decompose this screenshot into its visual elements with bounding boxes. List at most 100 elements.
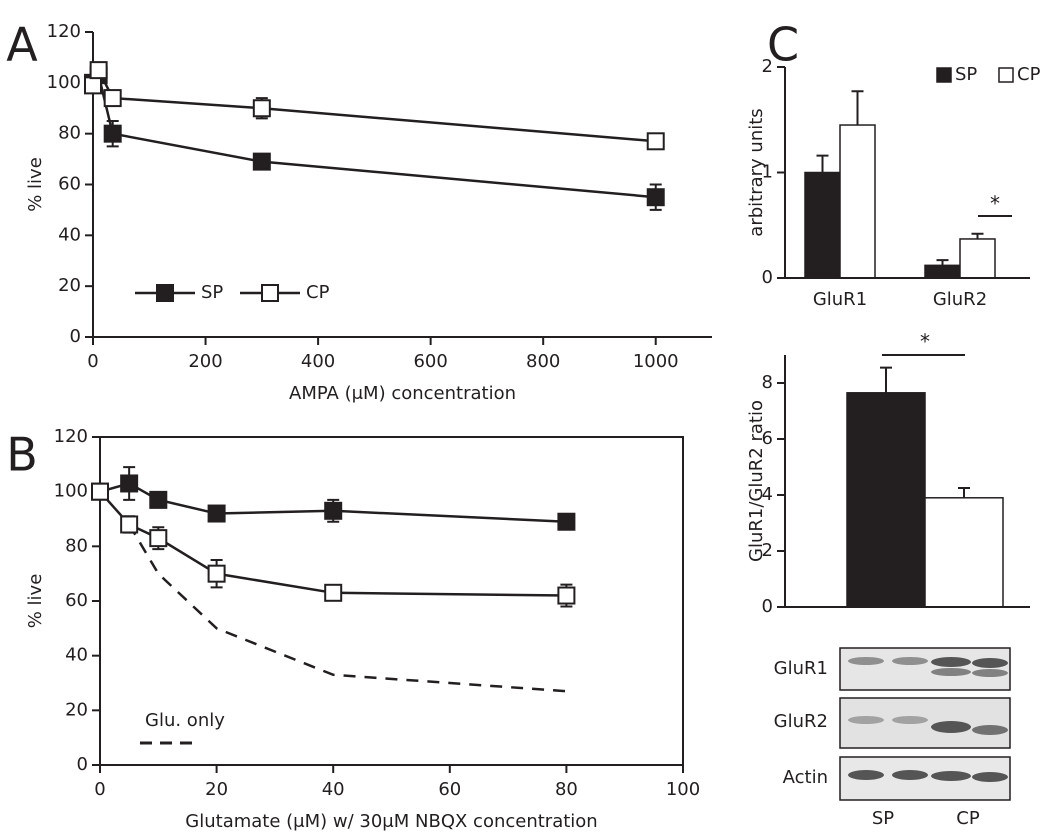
y-tick-label: 40 — [58, 224, 81, 245]
blot-row-label: GluR2 — [774, 711, 828, 732]
panel-letter: B — [6, 428, 38, 482]
y-tick-label: 1 — [762, 162, 773, 183]
y-tick-label: 20 — [58, 275, 81, 296]
x-axis-label: AMPA (μM) concentration — [289, 383, 516, 404]
legend-marker — [936, 67, 952, 83]
marker — [103, 89, 122, 108]
y-axis-label: GluR1/GluR2 ratio — [746, 400, 767, 562]
y-tick-label: 8 — [762, 372, 773, 393]
panel-letter: A — [6, 18, 38, 72]
y-tick-label: 80 — [65, 535, 88, 556]
marker — [120, 515, 139, 534]
x-tick-label: 60 — [438, 779, 461, 800]
marker — [324, 501, 343, 520]
panel-letter: C — [767, 18, 799, 72]
legend-label: CP — [306, 282, 330, 303]
error-bar — [958, 487, 970, 498]
axes — [92, 32, 712, 338]
axes — [784, 67, 1030, 279]
marker — [149, 529, 168, 548]
legend-label: CP — [1017, 64, 1041, 85]
y-tick-label: 100 — [47, 72, 81, 93]
x-tick-label: 80 — [555, 779, 578, 800]
legend-label: SP — [201, 282, 223, 303]
y-tick-label: 120 — [47, 21, 81, 42]
marker — [557, 586, 576, 605]
y-tick-label: 100 — [54, 481, 88, 502]
bar — [804, 171, 841, 279]
blot-lane-label: CP — [956, 808, 980, 829]
bar — [846, 392, 926, 608]
axes — [784, 355, 1030, 608]
legend-marker — [998, 67, 1014, 83]
series-line — [91, 72, 656, 199]
blot-lane-label: SP — [872, 808, 894, 829]
marker — [149, 490, 168, 509]
x-tick-label: 200 — [188, 351, 222, 372]
marker — [557, 512, 576, 531]
x-tick-label: GluR2 — [933, 289, 987, 310]
y-tick-label: 80 — [58, 123, 81, 144]
blot-row — [839, 697, 1011, 749]
error-bar — [936, 259, 949, 266]
y-tick-label: 0 — [77, 754, 88, 775]
x-tick-label: GluR1 — [813, 289, 867, 310]
error-bar — [880, 366, 892, 393]
x-tick-label: 0 — [87, 351, 98, 372]
marker — [84, 76, 102, 95]
y-tick-label: 0 — [762, 596, 773, 617]
annotation: * — [990, 192, 1000, 216]
marker — [89, 61, 108, 80]
error-bar — [816, 154, 829, 173]
y-tick-label: 2 — [762, 540, 773, 561]
bar — [924, 264, 961, 279]
x-tick-label: 0 — [94, 779, 105, 800]
y-tick-label: 0 — [762, 267, 773, 288]
marker — [120, 474, 139, 493]
x-tick-label: 800 — [526, 351, 560, 372]
marker — [252, 152, 271, 171]
x-axis-label: Glutamate (μM) w/ 30μM NBQX concentratio… — [185, 811, 597, 832]
y-tick-label: 2 — [762, 56, 773, 77]
y-axis-label: % live — [25, 157, 46, 212]
y-axis-label: % live — [25, 574, 46, 629]
error-bar — [971, 232, 984, 239]
y-tick-label: 20 — [65, 699, 88, 720]
marker — [207, 504, 226, 523]
marker — [252, 99, 271, 118]
y-tick-label: 120 — [54, 426, 88, 447]
marker — [103, 124, 122, 143]
bar — [924, 497, 1004, 608]
x-tick-label: 40 — [322, 779, 345, 800]
y-tick-label: 60 — [58, 174, 81, 195]
legend-marker — [156, 284, 174, 302]
y-tick-label: 40 — [65, 645, 88, 666]
western-blot: GluR1 GluR2 Actin SP CP — [774, 647, 1011, 829]
marker — [646, 132, 665, 151]
y-tick-label: 60 — [65, 590, 88, 611]
blot-row-label: GluR1 — [774, 658, 828, 679]
error-bar — [851, 90, 864, 126]
blot-row — [839, 647, 1011, 691]
annotation: * — [920, 330, 930, 354]
x-tick-label: 20 — [205, 779, 228, 800]
marker — [207, 564, 226, 583]
y-tick-label: 0 — [70, 326, 81, 347]
marker — [324, 583, 343, 602]
blot-row-label: Actin — [783, 767, 828, 788]
series-line — [128, 523, 567, 693]
marker — [91, 482, 109, 501]
blot-bands — [848, 657, 1008, 782]
x-tick-label: 400 — [301, 351, 335, 372]
y-tick-label: 6 — [762, 428, 773, 449]
y-axis-label: arbitrary units — [746, 108, 767, 236]
series-line — [91, 66, 656, 143]
bar — [959, 238, 996, 279]
x-tick-label: 1000 — [633, 351, 679, 372]
marker — [646, 188, 665, 207]
legend-marker — [261, 284, 279, 302]
x-tick-label: 600 — [413, 351, 447, 372]
legend-label: SP — [955, 64, 977, 85]
y-tick-label: 4 — [762, 484, 773, 505]
